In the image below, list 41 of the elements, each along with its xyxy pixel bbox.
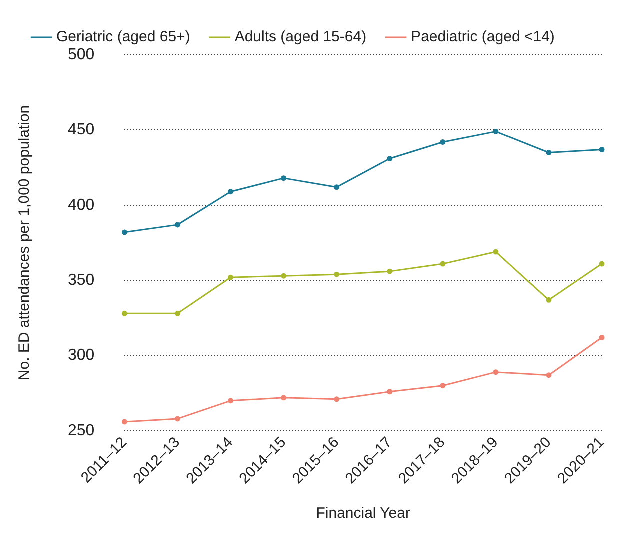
y-axis-title: No. ED attendances per 1,000 population <box>16 105 34 381</box>
point <box>599 334 605 340</box>
point <box>334 396 340 402</box>
legend-label: Adults (aged 15-64) <box>234 28 367 46</box>
point <box>493 128 499 134</box>
point <box>546 150 552 156</box>
point <box>281 176 287 182</box>
point <box>440 261 446 267</box>
point <box>440 383 446 389</box>
y-tick-label: 250 <box>68 422 95 440</box>
point <box>122 230 128 236</box>
point <box>334 272 340 278</box>
y-tick-label: 500 <box>68 46 95 64</box>
point <box>334 184 340 190</box>
y-tick-label: 450 <box>68 122 95 139</box>
point <box>174 416 180 422</box>
point <box>228 274 234 280</box>
point <box>387 389 393 395</box>
point <box>493 370 499 376</box>
point <box>546 372 552 378</box>
point <box>228 189 234 195</box>
y-tick-label: 300 <box>68 347 95 364</box>
point <box>599 146 605 152</box>
point <box>493 249 499 255</box>
point <box>281 395 287 401</box>
point <box>174 310 180 316</box>
point <box>387 156 393 162</box>
legend-label: Geriatric (aged 65+) <box>56 28 190 46</box>
y-tick-label: 400 <box>68 196 95 214</box>
point <box>387 268 393 274</box>
point <box>228 398 234 404</box>
point <box>440 139 446 145</box>
legend-label: Paediatric (aged <14) <box>411 28 555 46</box>
point <box>599 261 605 267</box>
x-axis-title: Financial Year <box>316 505 410 522</box>
point <box>122 419 128 425</box>
y-tick-label: 350 <box>68 272 95 289</box>
point <box>281 273 287 279</box>
point <box>174 222 180 228</box>
point <box>122 310 128 316</box>
point <box>546 297 552 303</box>
